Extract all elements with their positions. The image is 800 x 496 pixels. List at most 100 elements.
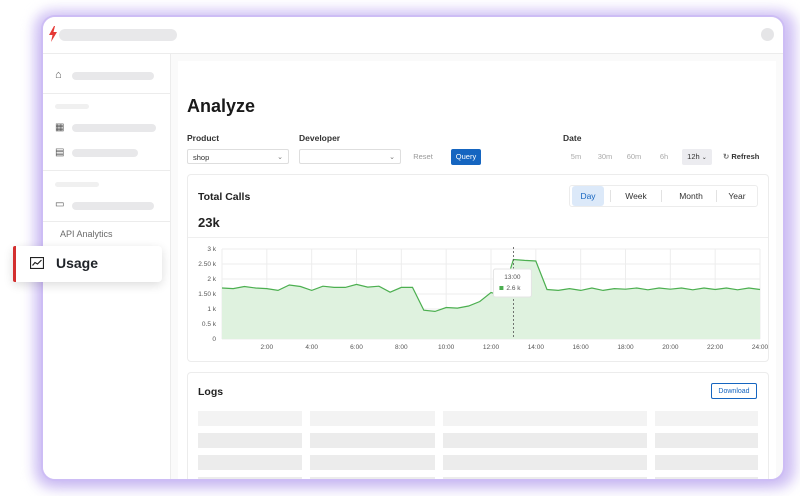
x-tick-label: 6:00 (350, 344, 363, 351)
y-tick-label: 2 k (207, 276, 216, 283)
sidebar-section-api-analytics: API Analytics (60, 229, 113, 239)
range-30m[interactable]: 30m (597, 152, 613, 161)
page-title: Analyze (187, 96, 256, 116)
table-row[interactable] (443, 477, 647, 479)
tab-divider (661, 190, 662, 202)
log-header-cell (443, 411, 647, 426)
x-tick-label: 24:00 (752, 344, 768, 351)
x-tick-label: 2:00 (261, 344, 274, 351)
x-tick-label: 18:00 (617, 344, 634, 351)
download-button[interactable]: Download (711, 383, 757, 399)
log-header-cell (198, 411, 302, 426)
chart-icon (30, 257, 44, 269)
sidebar-item-usage-label: Usage (56, 255, 99, 271)
sidebar-item-usage[interactable]: Usage (13, 246, 162, 282)
refresh-label: Refresh (731, 152, 760, 161)
sidebar-section-placeholder (55, 182, 99, 187)
main-content: Analyze Product shop ⌄ Developer ⌄ Reset… (178, 61, 776, 479)
active-indicator (13, 246, 16, 282)
series-line (221, 258, 761, 313)
y-tick-label: 0.5 k (202, 321, 217, 328)
table-row[interactable] (310, 477, 435, 479)
x-tick-label: 12:00 (483, 344, 500, 351)
sidebar-item-placeholder[interactable] (72, 202, 154, 210)
x-tick-label: 10:00 (438, 344, 455, 351)
series-area (222, 259, 760, 339)
table-row[interactable] (443, 455, 647, 470)
calendar-icon[interactable]: ▭ (55, 199, 65, 210)
sidebar-section-placeholder (55, 104, 89, 109)
tooltip-time: 13:00 (504, 274, 521, 281)
x-tick-label: 8:00 (395, 344, 408, 351)
table-row[interactable] (655, 477, 758, 479)
product-label: Product (187, 133, 220, 143)
table-row[interactable] (198, 455, 302, 470)
printer-icon[interactable]: ▤ (55, 147, 65, 158)
x-tick-label: 20:00 (662, 344, 679, 351)
chevron-down-icon: ⌄ (701, 155, 707, 161)
y-tick-label: 1.50 k (198, 291, 216, 298)
y-tick-label: 1 k (207, 306, 216, 313)
chevron-down-icon: ⌄ (277, 154, 283, 161)
table-row[interactable] (198, 477, 302, 479)
date-label: Date (563, 133, 582, 143)
sidebar-divider (43, 221, 170, 222)
sidebar-divider (43, 93, 170, 94)
total-calls-title: Total Calls (198, 191, 251, 203)
tab-year[interactable]: Year (728, 191, 746, 201)
tooltip-value: 2.6 k (506, 285, 521, 292)
reset-button[interactable]: Reset (413, 152, 433, 161)
tab-divider (716, 190, 717, 202)
refresh-button[interactable]: ↻ Refresh (723, 149, 759, 165)
chevron-down-icon: ⌄ (389, 154, 395, 161)
developer-select[interactable]: ⌄ (299, 149, 401, 164)
top-bar (43, 17, 783, 54)
log-header-cell (655, 411, 758, 426)
developer-label: Developer (299, 133, 341, 143)
logs-title: Logs (198, 386, 224, 398)
range-6h[interactable]: 6h (659, 152, 669, 161)
card-divider (188, 237, 768, 238)
x-tick-label: 16:00 (573, 344, 590, 351)
tab-week[interactable]: Week (625, 191, 647, 201)
home-icon[interactable]: ⌂ (55, 69, 62, 81)
logs-card: Logs Download (187, 372, 769, 479)
url-bar-placeholder[interactable] (59, 29, 177, 41)
x-tick-label: 14:00 (528, 344, 545, 351)
range-60m[interactable]: 60m (626, 152, 642, 161)
tooltip-legend-dot (499, 286, 504, 290)
range-5m[interactable]: 5m (570, 152, 582, 161)
table-row[interactable] (198, 433, 302, 448)
profile-avatar[interactable] (761, 28, 774, 41)
app-window: ⌂ ▦ ▤ ▭ API Analytics Analyze Product sh… (43, 17, 783, 479)
sidebar-item-placeholder[interactable] (72, 72, 154, 80)
period-tabs (569, 185, 758, 207)
table-row[interactable] (310, 433, 435, 448)
range-12h-label: 12h (687, 152, 700, 161)
table-row[interactable] (443, 433, 647, 448)
y-tick-label: 3 k (207, 246, 216, 253)
log-header-cell (310, 411, 435, 426)
y-tick-label: 0 (212, 336, 216, 343)
product-select-value: shop (193, 153, 210, 162)
x-tick-label: 22:00 (707, 344, 724, 351)
table-row[interactable] (655, 455, 758, 470)
product-select[interactable]: shop ⌄ (187, 149, 289, 164)
grid-icon[interactable]: ▦ (55, 122, 65, 133)
total-calls-card: Total Calls 23k Day Week Month Year 0 0.5… (187, 174, 769, 362)
tab-day[interactable]: Day (572, 186, 604, 206)
tab-month[interactable]: Month (679, 191, 703, 201)
query-button[interactable]: Query (451, 149, 481, 165)
y-tick-label: 2.50 k (198, 261, 216, 268)
sidebar-item-placeholder[interactable] (72, 149, 138, 157)
range-12h[interactable]: 12h ⌄ (682, 149, 712, 165)
tab-divider (610, 190, 611, 202)
total-calls-value: 23k (198, 215, 220, 230)
refresh-icon: ↻ (723, 152, 730, 161)
table-row[interactable] (655, 433, 758, 448)
sidebar-item-placeholder[interactable] (72, 124, 156, 132)
total-calls-chart: 0 0.5 k 1 k 1.50 k 2 k 2.50 k 3 k 2:00 4:00 6:00 8… (198, 246, 768, 351)
table-row[interactable] (310, 455, 435, 470)
logo-icon (49, 26, 57, 42)
sidebar-divider (43, 170, 170, 171)
